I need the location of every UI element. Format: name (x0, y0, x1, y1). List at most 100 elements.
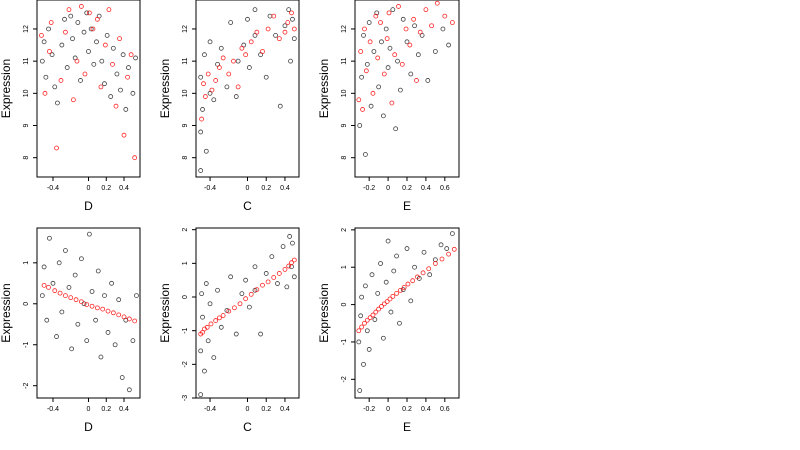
data-point (358, 49, 364, 54)
data-point (374, 10, 380, 16)
data-point (59, 42, 65, 48)
data-point (102, 42, 108, 48)
data-point (74, 58, 80, 64)
y-tick-label: 1 (23, 261, 30, 265)
data-point (434, 0, 440, 6)
data-point (393, 126, 399, 132)
data-point (125, 74, 130, 80)
data-point (439, 256, 445, 262)
data-point (120, 52, 126, 58)
data-point (286, 7, 292, 13)
data-point (417, 29, 423, 35)
data-point (239, 45, 245, 51)
data-point (64, 65, 70, 70)
data-point (105, 308, 111, 314)
data-point (82, 71, 88, 77)
data-point (396, 4, 401, 9)
data-point (364, 317, 370, 323)
data-point (367, 315, 373, 321)
y-axis-label: Expression (0, 283, 13, 342)
y-tick-label: 0 (341, 303, 348, 307)
y-tick-label: -1 (23, 342, 30, 348)
data-point (220, 55, 226, 61)
data-point (84, 338, 90, 344)
data-point (233, 94, 239, 99)
data-point (263, 74, 269, 80)
data-point (282, 23, 288, 29)
y-tick-label: 0 (182, 295, 189, 299)
data-point (68, 295, 74, 301)
data-point (218, 324, 224, 330)
data-point (70, 36, 75, 42)
series-1 (41, 282, 138, 324)
x-tick-label: -0.4 (204, 185, 216, 192)
data-point (359, 74, 365, 80)
data-point (423, 7, 429, 13)
data-point (399, 61, 405, 67)
data-point (46, 26, 51, 32)
y-tick-label: -1 (341, 339, 348, 345)
chart-panel-top-left: -0.4 0 0.2 0.4 8 9 10 11 12 D Expression (0, 0, 141, 213)
data-point (420, 270, 426, 276)
data-point (86, 231, 92, 237)
data-point (133, 55, 138, 61)
data-point (208, 321, 214, 327)
data-point (68, 13, 74, 19)
data-point (63, 29, 68, 35)
y-tick-label: 9 (182, 123, 189, 127)
y-tick-label: 11 (182, 57, 189, 64)
data-point (198, 392, 204, 398)
y-tick-label: 1 (182, 261, 189, 265)
data-point (202, 52, 207, 58)
data-point (52, 84, 58, 90)
data-point (404, 246, 410, 251)
data-point (84, 302, 90, 308)
data-point (213, 78, 219, 83)
data-point (81, 29, 87, 35)
data-point (421, 249, 427, 255)
data-point (284, 284, 290, 290)
data-point (58, 78, 64, 83)
data-point (205, 71, 211, 77)
data-point (102, 81, 107, 87)
data-point (100, 306, 106, 312)
data-point (356, 328, 362, 334)
data-point (91, 61, 97, 67)
data-point (42, 90, 48, 96)
x-tick-label: -0.2 (363, 185, 375, 192)
data-point (370, 90, 376, 96)
data-point (359, 294, 365, 300)
data-point (252, 7, 258, 13)
data-point (291, 36, 297, 42)
chart-panel-top-right: -0.2 0 0.2 0.4 0.6 8 9 10 11 12 E Expression (317, 0, 460, 213)
data-point (401, 285, 407, 290)
data-point (217, 65, 222, 70)
data-point (404, 39, 410, 45)
data-point (211, 97, 217, 103)
data-point (114, 71, 120, 77)
data-point (105, 330, 111, 335)
data-point (289, 10, 294, 16)
data-point (265, 26, 271, 32)
y-tick-label: 8 (341, 156, 348, 160)
x-tick-label: 0.6 (440, 406, 450, 413)
series-0 (356, 231, 455, 393)
y-axis-label: Expression (317, 283, 331, 342)
data-point (362, 283, 368, 289)
data-point (370, 312, 376, 318)
data-point (84, 10, 90, 16)
data-point (440, 26, 446, 32)
data-point (372, 317, 378, 322)
data-point (375, 55, 381, 61)
data-point (275, 281, 280, 286)
data-point (397, 320, 402, 326)
data-point (207, 301, 213, 307)
data-point (75, 321, 81, 327)
data-point (89, 303, 95, 309)
data-point (109, 280, 114, 286)
x-tick-label: 0.4 (119, 185, 129, 192)
data-point (290, 240, 295, 246)
data-point (116, 297, 122, 303)
data-point (390, 7, 396, 13)
data-point (78, 299, 84, 305)
